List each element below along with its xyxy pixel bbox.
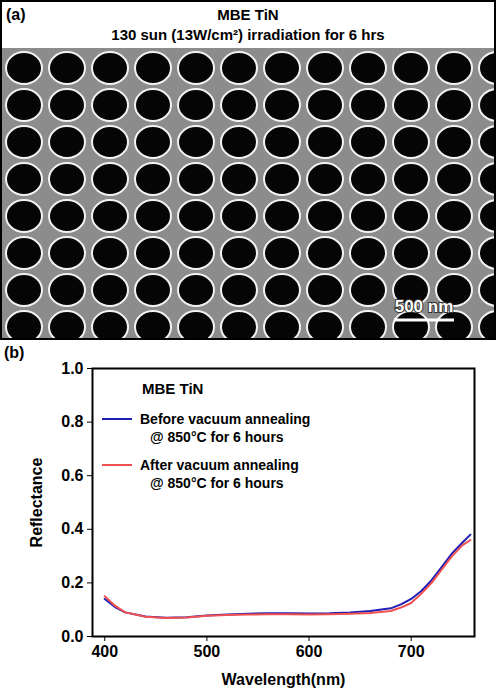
svg-text:700: 700 bbox=[398, 643, 425, 660]
html-text:@ 850°C for 6 hours: @ 850°C for 6 hours bbox=[150, 429, 284, 445]
svg-text:0.8: 0.8 bbox=[61, 413, 83, 430]
svg-text:0.4: 0.4 bbox=[61, 520, 83, 537]
svg-text:500 nm: 500 nm bbox=[395, 297, 454, 316]
svg-text:(a): (a) bbox=[6, 6, 26, 23]
html-text:Before vacuum annealing: Before vacuum annealing bbox=[140, 411, 311, 428]
svg-text:Reflectance: Reflectance bbox=[28, 457, 45, 547]
svg-text:400: 400 bbox=[91, 643, 118, 660]
svg-text:0.6: 0.6 bbox=[61, 467, 83, 484]
html-text:(b): (b) bbox=[4, 344, 25, 361]
svg-text:MBE TiN: MBE TiN bbox=[217, 6, 278, 23]
svg-text:0.0: 0.0 bbox=[61, 628, 83, 645]
html-text:@ 850°C for 6 hours: @ 850°C for 6 hours bbox=[150, 475, 284, 491]
html-text:MBE TiN: MBE TiN bbox=[142, 380, 204, 397]
svg-text:500: 500 bbox=[194, 643, 221, 660]
html-text:After vacuum annealing: After vacuum annealing bbox=[140, 457, 299, 474]
svg-text:Wavelength(nm): Wavelength(nm) bbox=[222, 671, 346, 688]
svg-text:600: 600 bbox=[296, 643, 323, 660]
svg-text:1.0: 1.0 bbox=[61, 360, 83, 377]
svg-text:130 sun (13W/cm²) irradiation: 130 sun (13W/cm²) irradiation for 6 hrs bbox=[111, 26, 384, 43]
svg-text:0.2: 0.2 bbox=[61, 574, 83, 591]
